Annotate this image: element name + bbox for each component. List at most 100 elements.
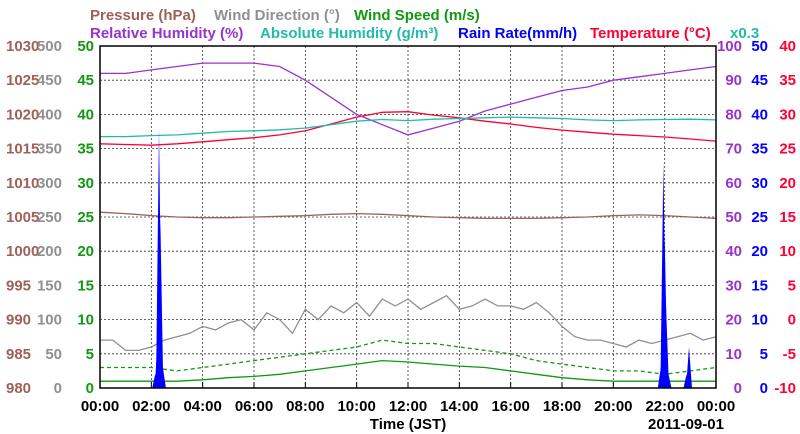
axis-ticks: 1030102510201015101010051000995990985980… (6, 38, 796, 415)
y-tick-rel-hum: 60 (725, 175, 742, 192)
series-layer (99, 62, 717, 388)
y-tick-temp: 30 (779, 106, 796, 123)
legend-temperature: Temperature (°C) (590, 25, 711, 42)
x-tick-label: 00:00 (81, 398, 119, 415)
y-tick-rel-hum: 70 (725, 141, 742, 158)
y-tick-pressure: 985 (6, 346, 31, 363)
y-tick-wind-speed: 0 (86, 380, 94, 397)
y-tick-rel-hum: 30 (725, 277, 742, 294)
legend-wind-speed: Wind Speed (m/s) (354, 7, 480, 24)
y-tick-temp: -10 (774, 380, 796, 397)
y-tick-rel-hum: 50 (725, 209, 742, 226)
series-line-wind-speed-gust-m-s (100, 339, 717, 375)
y-tick-rain: 20 (751, 243, 768, 260)
y-tick-rain: 15 (751, 277, 768, 294)
y-tick-rel-hum: 0 (734, 380, 742, 397)
x-tick-label: 02:00 (132, 398, 170, 415)
y-tick-rain: 50 (751, 38, 768, 55)
x-tick-label: 12:00 (389, 398, 427, 415)
series-line-temperature-c (99, 111, 717, 146)
grid (100, 46, 716, 388)
y-tick-temp: 5 (788, 277, 796, 294)
y-tick-temp: -5 (783, 346, 796, 363)
y-tick-temp: 0 (788, 312, 796, 329)
y-tick-rain: 0 (760, 380, 768, 397)
y-tick-pressure: 1015 (6, 141, 39, 158)
y-tick-wind-dir: 500 (37, 38, 62, 55)
x-tick-label: 06:00 (235, 398, 273, 415)
legend-absolute-humidity: Absolute Humidity (g/m³) (260, 25, 438, 42)
y-tick-rain: 30 (751, 175, 768, 192)
x-tick-label: 14:00 (440, 398, 478, 415)
y-tick-rel-hum: 100 (717, 38, 742, 55)
y-tick-wind-dir: 400 (37, 106, 62, 123)
y-tick-wind-speed: 15 (77, 277, 94, 294)
series-line-relative-humidity (100, 62, 717, 136)
rain-rate-mark (663, 305, 669, 388)
y-tick-wind-dir: 250 (37, 209, 62, 226)
y-tick-wind-speed: 5 (86, 346, 94, 363)
y-tick-rain: 25 (751, 209, 768, 226)
plot-frame (99, 45, 717, 389)
legend-pressure: Pressure (hPa) (90, 7, 196, 24)
y-tick-rel-hum: 40 (725, 243, 742, 260)
legend-relative-humidity: Relative Humidity (%) (90, 25, 243, 42)
y-tick-wind-speed: 45 (77, 72, 94, 89)
rain-rate-mark (157, 217, 164, 388)
rain-rate-mark (686, 347, 692, 388)
y-tick-rel-hum: 10 (725, 346, 742, 363)
rain-rate-mark (665, 374, 672, 388)
y-tick-wind-speed: 40 (77, 106, 94, 123)
y-tick-pressure: 1010 (6, 175, 39, 192)
y-tick-rain: 35 (751, 141, 768, 158)
y-tick-temp: 10 (779, 243, 796, 260)
x-tick-label: 22:00 (645, 398, 683, 415)
y-tick-wind-dir: 50 (45, 346, 62, 363)
series-line-wind-direction (100, 294, 717, 352)
y-tick-temp: 15 (779, 209, 796, 226)
y-tick-wind-dir: 200 (37, 243, 62, 260)
x-tick-label: 16:00 (491, 398, 529, 415)
y-tick-wind-speed: 10 (77, 312, 94, 329)
y-tick-rain: 5 (760, 346, 768, 363)
y-tick-wind-dir: 350 (37, 141, 62, 158)
y-tick-temp: 20 (779, 175, 796, 192)
x-tick-label: 18:00 (543, 398, 581, 415)
y-tick-temp: 25 (779, 141, 796, 158)
y-tick-pressure: 980 (6, 380, 31, 397)
y-tick-wind-speed: 20 (77, 243, 94, 260)
series-line-wind-speed-m-s (100, 359, 716, 382)
legend-rain-rate: Rain Rate(mm/h) (458, 25, 577, 42)
y-tick-pressure: 1020 (6, 106, 39, 123)
y-tick-pressure: 995 (6, 277, 31, 294)
y-tick-pressure: 1000 (6, 243, 39, 260)
legend: Pressure (hPa) Wind Direction (°) Wind S… (90, 7, 759, 42)
x-tick-label: 10:00 (337, 398, 375, 415)
y-tick-temp: 40 (779, 38, 796, 55)
y-tick-rain: 45 (751, 72, 768, 89)
y-tick-pressure: 1030 (6, 38, 39, 55)
y-tick-temp: 35 (779, 72, 796, 89)
x-axis-label: Time (JST) (370, 416, 446, 433)
y-tick-rel-hum: 80 (725, 106, 742, 123)
y-tick-wind-dir: 100 (37, 312, 62, 329)
y-tick-rel-hum: 20 (725, 312, 742, 329)
series-line-absolute-humidity-g-m (100, 116, 717, 138)
y-tick-wind-dir: 150 (37, 277, 62, 294)
y-tick-pressure: 1005 (6, 209, 39, 226)
legend-abs-humidity-scale: x0.3 (730, 25, 759, 42)
y-tick-rain: 40 (751, 106, 768, 123)
y-tick-wind-speed: 25 (77, 209, 94, 226)
date-label: 2011-09-01 (648, 416, 724, 433)
y-tick-wind-speed: 30 (77, 175, 94, 192)
x-tick-label: 04:00 (183, 398, 221, 415)
y-tick-wind-dir: 0 (54, 380, 62, 397)
y-tick-pressure: 990 (6, 312, 31, 329)
y-tick-wind-dir: 450 (37, 72, 62, 89)
y-tick-wind-dir: 300 (37, 175, 62, 192)
legend-wind-direction: Wind Direction (°) (214, 7, 340, 24)
x-tick-label: 00:00 (697, 398, 735, 415)
x-tick-label: 20:00 (594, 398, 632, 415)
x-tick-label: 08:00 (286, 398, 324, 415)
